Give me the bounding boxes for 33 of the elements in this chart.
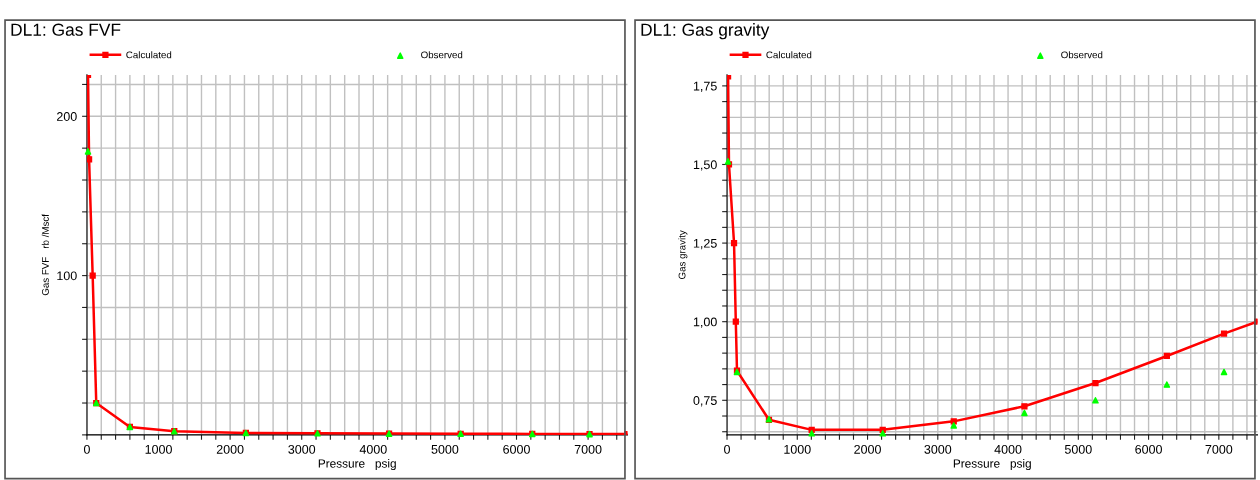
legend-label: Calculated [766, 51, 812, 59]
x-tick-label: 4000 [359, 444, 387, 454]
x-tick-label: 0 [724, 444, 731, 454]
x-tick-label: 2000 [216, 444, 244, 454]
y-axis-title: Gas FVF rb /Mscf [41, 214, 49, 296]
x-axis-title: Pressure psig [318, 459, 396, 471]
x-tick-label: 0 [83, 444, 90, 454]
x-tick-label: 6000 [1135, 444, 1162, 454]
y-tick-label: 1,75 [693, 81, 717, 93]
y-tick-label: 1,50 [693, 160, 717, 171]
x-tick-label: 3000 [288, 444, 316, 454]
x-tick-label: 5000 [431, 444, 459, 454]
x-tick-label: 1000 [145, 444, 172, 454]
legend-label: Calculated [126, 51, 172, 59]
y-tick-label: 1,25 [693, 238, 717, 250]
legend-label: Observed [1061, 51, 1103, 59]
y-tick-label: 100 [57, 271, 77, 281]
x-tick-label: 6000 [503, 444, 530, 454]
chart-title: DL1: Gas gravity [641, 23, 770, 40]
x-tick-label: 7000 [574, 444, 602, 454]
y-tick-label: 0,75 [693, 396, 717, 407]
x-tick-label: 1000 [784, 444, 811, 454]
chart-title: DL1: Gas FVF [11, 23, 121, 36]
legend-label: Observed [421, 51, 463, 59]
x-axis-title: Pressure psig [953, 459, 1031, 471]
x-tick-label: 4000 [994, 444, 1022, 454]
y-axis-title: Gas gravity [678, 230, 688, 279]
y-tick-label: 200 [56, 112, 77, 121]
x-tick-label: 5000 [1064, 444, 1092, 454]
y-tick-label: 1,00 [693, 317, 717, 328]
x-tick-label: 7000 [1205, 444, 1233, 454]
x-tick-label: 3000 [924, 444, 952, 454]
x-tick-label: 2000 [854, 444, 881, 454]
